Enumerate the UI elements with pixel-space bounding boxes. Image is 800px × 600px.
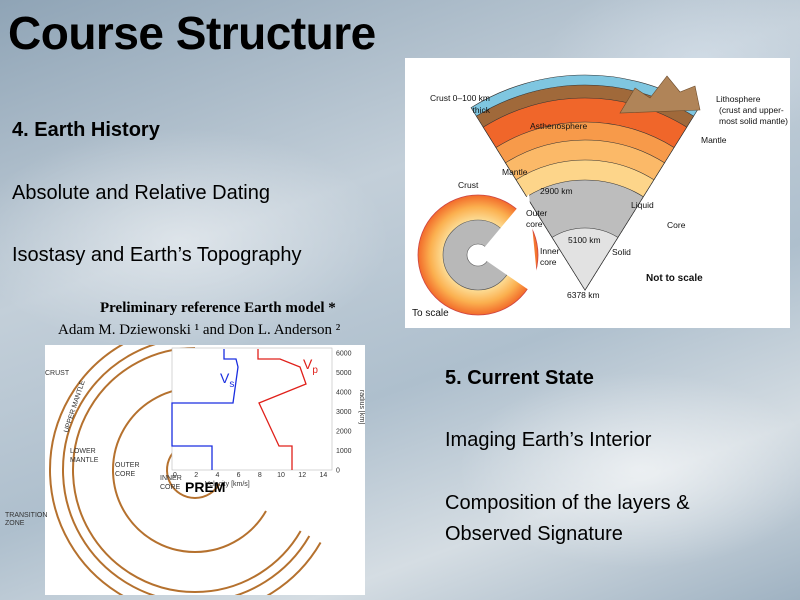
tick-label: 6 <box>237 472 241 479</box>
layer-arc <box>49 345 322 595</box>
label: Liquid <box>631 200 654 210</box>
section-item: Composition of the layers & Observed Sig… <box>445 492 690 545</box>
tick-label: 12 <box>298 472 306 479</box>
label: Asthenosphere <box>530 121 587 131</box>
label: thick <box>473 105 491 115</box>
label: MANTLE <box>70 457 99 464</box>
label: Not to scale <box>646 273 703 284</box>
tick-label: 2 <box>194 472 198 479</box>
vp-main: V <box>303 356 313 372</box>
label: most solid mantle) <box>719 116 788 126</box>
label: OUTER <box>115 462 140 469</box>
axis-label: radius [km] <box>358 390 365 424</box>
section-heading: 4. Earth History <box>12 119 160 141</box>
prem-label: PREM <box>185 479 225 495</box>
layer-arc <box>112 387 267 553</box>
tick-label: 8 <box>258 472 262 479</box>
earth-layer <box>551 227 619 291</box>
slide-title: Course Structure <box>8 7 376 59</box>
section-item: Isostasy and Earth’s Topography <box>12 244 302 266</box>
tick-label: 5000 <box>336 370 352 377</box>
tick-label: 3000 <box>336 409 352 416</box>
tick-label: 0 <box>336 468 340 475</box>
label: 6378 km <box>567 290 600 300</box>
label: 2900 km <box>540 186 573 196</box>
layer-arc <box>72 347 302 593</box>
tick-label: 4000 <box>336 390 352 397</box>
label: CRUST <box>45 370 70 377</box>
vs-curve <box>171 349 239 470</box>
vp-sub: p <box>312 365 318 376</box>
label: Lithosphere <box>716 94 761 104</box>
tick-label: 1000 <box>336 448 352 455</box>
section-item: Absolute and Relative Dating <box>12 182 270 204</box>
figure-title: Preliminary reference Earth model * <box>100 300 336 316</box>
label: Crust 0–100 km <box>430 93 490 103</box>
label: INNER <box>160 475 182 482</box>
label: core <box>540 257 557 267</box>
label: Crust <box>458 180 479 190</box>
label: Mantle <box>502 167 528 177</box>
vs-sub: s <box>229 379 234 390</box>
label: Mantle <box>701 135 727 145</box>
layer-arc <box>62 345 311 595</box>
figure-authors: Adam M. Dziewonski ¹ and Don L. Anderson… <box>58 322 341 338</box>
section-item: Imaging Earth’s Interior <box>445 429 652 451</box>
label: Solid <box>612 247 631 257</box>
tick-label: 14 <box>320 472 328 479</box>
label: CORE <box>115 471 136 478</box>
axis-label: Velocity [km/s] <box>205 481 250 488</box>
vp-label: Vp <box>303 356 318 376</box>
tick-label: 10 <box>277 472 285 479</box>
label: core <box>526 219 543 229</box>
tick-label: 2000 <box>336 429 352 436</box>
label: (crust and upper- <box>719 105 784 115</box>
mountains <box>619 75 701 114</box>
tick-label: 4 <box>215 472 219 479</box>
tick-label: 0 <box>173 472 177 479</box>
vs-main: V <box>220 370 230 386</box>
vs-label: Vs <box>220 370 234 390</box>
label: TRANSITION <box>5 512 47 519</box>
section-heading: 5. Current State <box>445 367 594 389</box>
label: To scale <box>412 308 449 319</box>
scale-cut <box>478 194 539 297</box>
label: ZONE <box>5 520 25 527</box>
label: 5100 km <box>568 235 601 245</box>
vp-curve <box>257 349 307 470</box>
plot-box <box>171 347 333 471</box>
label: Inner <box>540 246 560 256</box>
label: CORE <box>160 484 181 491</box>
tick-label: 6000 <box>336 351 352 358</box>
label: Core <box>667 220 686 230</box>
label: LOWER <box>70 448 96 455</box>
earth-figure: Crust 0–100 km thick Lithosphere (crust … <box>405 58 790 328</box>
label: Outer <box>526 208 547 218</box>
